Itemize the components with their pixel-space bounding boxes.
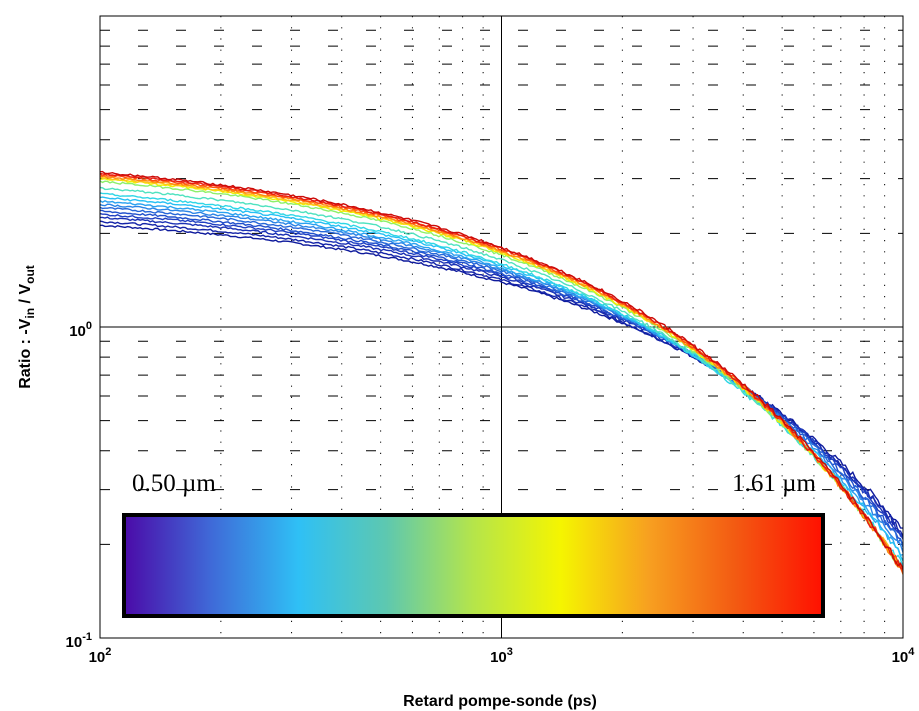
x-tick-label: 104 xyxy=(892,646,916,666)
series-line xyxy=(100,173,903,574)
series-group xyxy=(100,170,903,575)
series-line xyxy=(100,209,903,547)
y-axis-label: Ratio : -Vin / Vout xyxy=(17,265,37,389)
colorbar-max-label: 1.61 µm xyxy=(732,470,816,497)
x-tick-label: 103 xyxy=(490,646,513,666)
series-line xyxy=(100,186,903,570)
plot-frame xyxy=(99,15,904,639)
colorbar-gradient xyxy=(122,513,825,618)
y-tick-label: 10-1 xyxy=(66,631,92,651)
colorbar-min-label: 0.50 µm xyxy=(132,470,216,497)
x-tick-label: 102 xyxy=(89,646,112,666)
x-axis-label: Retard pompe-sonde (ps) xyxy=(403,693,597,710)
colorbar: 0.50 µm 1.61 µm xyxy=(122,470,825,618)
tick-labels: 102 103 104 10-1 100 xyxy=(66,320,916,666)
series-line xyxy=(100,170,903,570)
y-tick-label: 100 xyxy=(69,320,92,340)
